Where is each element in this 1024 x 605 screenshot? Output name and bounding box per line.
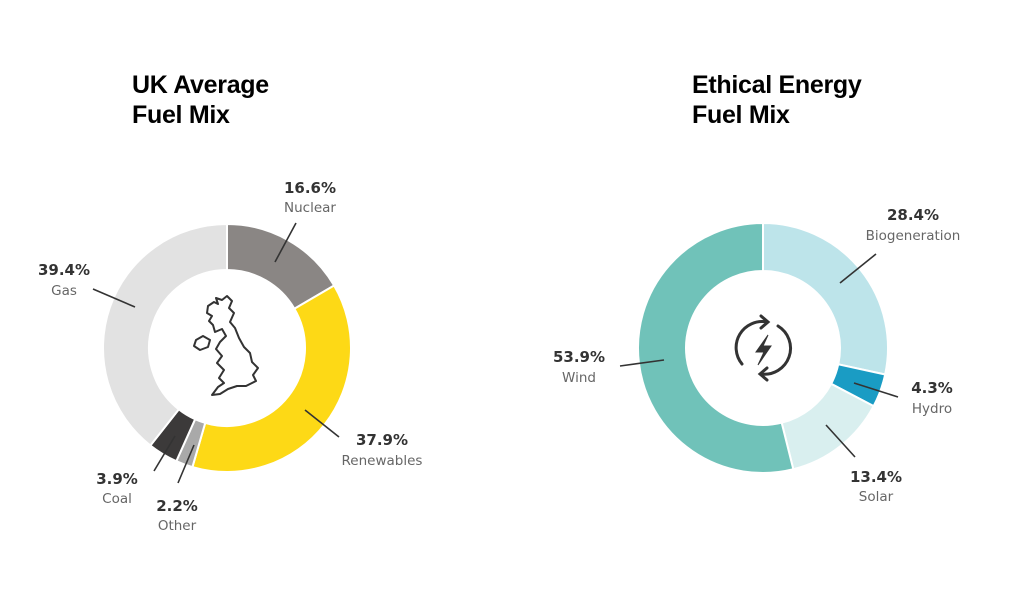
uk-gas-label: Gas bbox=[51, 283, 77, 299]
ethical-biogeneration-value: 28.4% bbox=[887, 206, 939, 224]
ethical-wind-value: 53.9% bbox=[553, 348, 605, 366]
ethical-leader-biogeneration bbox=[839, 253, 877, 284]
ethical-title-line2: Fuel Mix bbox=[692, 101, 790, 129]
ethical-wind-label: Wind bbox=[562, 370, 596, 386]
ethical-leader-solar bbox=[825, 424, 856, 458]
uk-title-line1: UK Average bbox=[132, 71, 269, 99]
ethical-leader-wind bbox=[619, 359, 665, 367]
ethical-hydro-label: Hydro bbox=[912, 401, 952, 417]
ethical-biogeneration-label: Biogeneration bbox=[866, 228, 961, 244]
ethical-hydro-value: 4.3% bbox=[911, 379, 953, 397]
uk-donut-chart: 16.6% Nuclear 37.9% Renewables 39.4% Gas… bbox=[38, 179, 422, 534]
uk-leader-coal bbox=[153, 435, 176, 472]
uk-title-line2: Fuel Mix bbox=[132, 101, 230, 129]
uk-leader-other bbox=[177, 444, 195, 484]
uk-map-icon bbox=[193, 295, 259, 396]
uk-coal-value: 3.9% bbox=[96, 470, 138, 488]
uk-chart-title: UK Average Fuel Mix bbox=[132, 70, 269, 130]
uk-leader-gas bbox=[92, 288, 136, 308]
uk-segment-gas bbox=[102, 222, 228, 447]
uk-gas-value: 39.4% bbox=[38, 261, 90, 279]
uk-leader-renewables bbox=[304, 409, 340, 438]
renewable-energy-cycle-icon bbox=[734, 314, 792, 382]
ethical-donut-chart: 28.4% Biogeneration 4.3% Hydro 13.4% Sol… bbox=[553, 206, 960, 505]
uk-nuclear-value: 16.6% bbox=[284, 179, 336, 197]
ethical-title-line1: Ethical Energy bbox=[692, 71, 862, 99]
ethical-solar-value: 13.4% bbox=[850, 468, 902, 486]
ethical-solar-label: Solar bbox=[859, 489, 894, 505]
uk-segment-renewables bbox=[191, 284, 352, 473]
uk-nuclear-label: Nuclear bbox=[284, 200, 336, 216]
uk-coal-label: Coal bbox=[102, 491, 132, 507]
ethical-chart-title: Ethical Energy Fuel Mix bbox=[692, 70, 862, 130]
uk-renewables-value: 37.9% bbox=[356, 431, 408, 449]
uk-renewables-label: Renewables bbox=[342, 453, 423, 469]
ethical-leader-hydro bbox=[853, 382, 899, 398]
ethical-segment-wind bbox=[637, 221, 795, 474]
uk-other-value: 2.2% bbox=[156, 497, 198, 515]
uk-leader-nuclear bbox=[274, 222, 297, 263]
uk-other-label: Other bbox=[158, 518, 197, 534]
ethical-segment-biogeneration bbox=[762, 221, 889, 376]
